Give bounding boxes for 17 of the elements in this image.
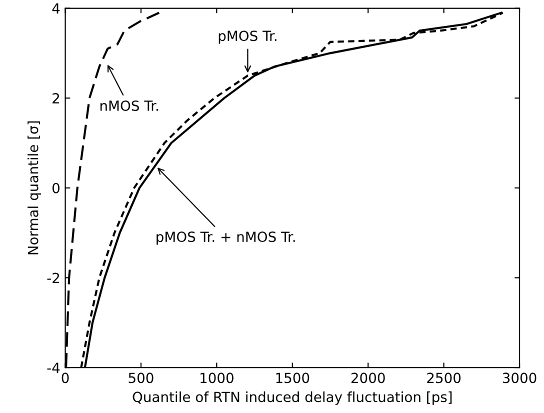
y-axis-title: Normal quantile [σ] [28,121,42,254]
y-tick-label: -4 [47,362,60,373]
y-tick-label: -2 [47,272,60,284]
x-tick-label: 2000 [351,372,385,384]
x-tick-label: 1000 [200,372,234,384]
y-tick-label: 0 [52,182,60,194]
x-tick-label: 2500 [427,372,461,384]
annotation: pMOS Tr. + nMOS Tr. [156,232,295,245]
annotation: pMOS Tr. [218,30,276,44]
annotation: nMOS Tr. [100,100,158,111]
x-tick-label: 500 [128,372,154,384]
x-tick-label: 1500 [276,372,310,384]
x-tick-label: 3000 [502,372,536,384]
y-tick-label: 4 [52,3,60,14]
x-tick-label: 0 [62,372,69,384]
x-axis-title: Quantile of RTN induced delay fluctuation [ps] [132,391,452,405]
y-tick-label: 2 [52,93,60,104]
